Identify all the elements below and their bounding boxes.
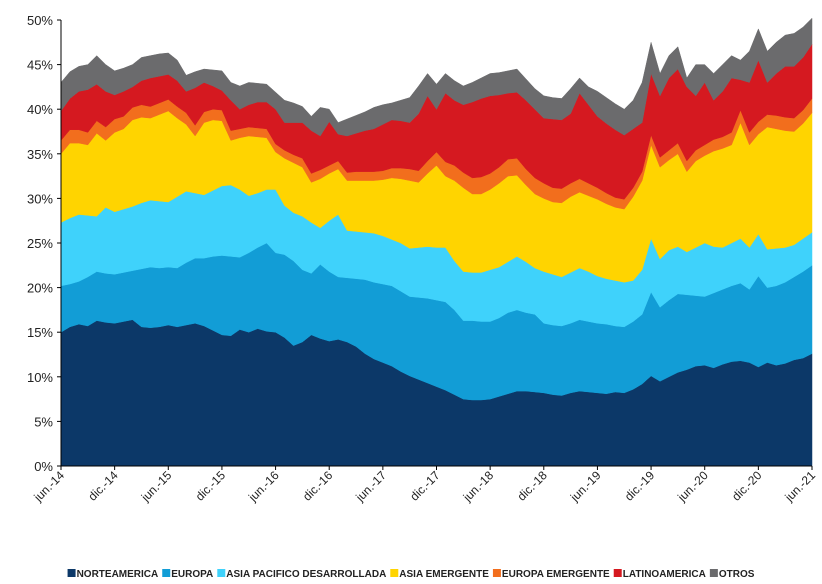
legend-label: EUROPA (171, 569, 213, 580)
y-tick-label: 30% (27, 191, 53, 206)
legend-swatch (492, 569, 501, 577)
legend-label: ASIA PACIFICO DESARROLLADA (226, 569, 386, 580)
area (60, 17, 813, 137)
legend-label: OTROS (719, 569, 755, 580)
x-tick-label: dic.-18 (515, 468, 551, 504)
x-tick-label: dic.-14 (85, 468, 121, 504)
y-tick-label: 35% (27, 147, 53, 162)
y-tick-label: 25% (27, 236, 53, 251)
x-tick-label: dic.-15 (193, 468, 229, 504)
x-tick-label: dic.-19 (622, 468, 658, 504)
legend-label: LATINOAMERICA (623, 569, 706, 580)
legend-swatch (613, 569, 622, 577)
y-tick-label: 10% (27, 370, 53, 385)
x-tick-label: jun.-18 (460, 468, 497, 505)
x-tick-label: jun.-15 (138, 468, 175, 505)
legend-swatch (67, 569, 76, 577)
y-tick-label: 40% (27, 102, 53, 117)
legend: NORTEAMERICA EUROPA ASIA PACIFICO DESARROL… (67, 569, 755, 580)
x-tick-label: jun.-20 (674, 468, 711, 505)
x-tick-label: dic.-20 (729, 468, 765, 504)
legend-label: ASIA EMERGENTE (399, 569, 489, 580)
x-tick-label: jun.-21 (782, 468, 819, 505)
y-tick-label: 45% (27, 58, 53, 73)
y-tick-label: 5% (34, 414, 53, 429)
legend-label: EUROPA EMERGENTE (502, 569, 610, 580)
x-tick-label: dic.-17 (407, 468, 443, 504)
legend-swatch (162, 569, 171, 577)
y-tick-label: 0% (34, 459, 53, 474)
y-tick-label: 50% (27, 13, 53, 28)
legend-swatch (709, 569, 718, 577)
x-tick-label: dic.-16 (300, 468, 336, 504)
legend-swatch (390, 569, 399, 577)
x-tick-label: jun.-17 (352, 468, 389, 505)
y-tick-label: 20% (27, 281, 53, 296)
x-tick-label: jun.-16 (245, 468, 282, 505)
legend-swatch (217, 569, 226, 577)
x-tick-label: jun.-19 (567, 468, 604, 505)
y-tick-label: 15% (27, 325, 53, 340)
legend-label: NORTEAMERICA (77, 569, 159, 580)
